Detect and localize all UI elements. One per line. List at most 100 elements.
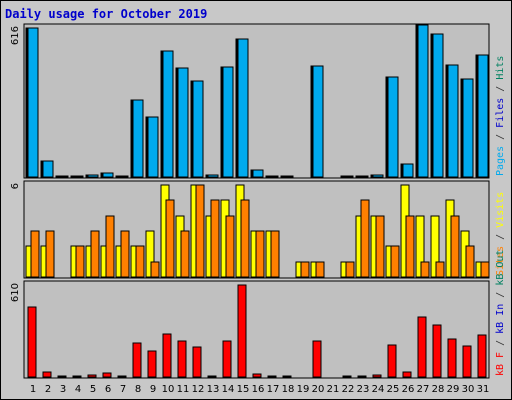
bar-kbytes-kb-f-day14: [222, 340, 232, 378]
bar-visits-sites-day7: [120, 230, 130, 278]
legend-entry: Sites: [495, 246, 506, 276]
bar-kbytes-kb-f-day15: [237, 284, 247, 378]
legend-entry: /: [495, 128, 506, 146]
bar-hits-pages-day22: [342, 175, 354, 178]
bar-kbytes-kb-f-day10: [162, 333, 172, 378]
bar-hits-pages-day9: [147, 116, 159, 178]
bar-visits-visits-day28: [430, 215, 440, 278]
bar-kbytes-kb-f-day26: [402, 371, 412, 378]
x-tick-day-12: 12: [192, 384, 205, 395]
legend-entry: kB In: [495, 304, 506, 334]
legend-entry: kB F: [495, 352, 506, 376]
bar-visits-sites-day4: [75, 245, 85, 278]
bar-kbytes-kb-f-day24: [372, 374, 382, 378]
bar-hits-pages-day15: [237, 38, 249, 178]
x-tick-day-19: 19: [297, 384, 310, 395]
bar-kbytes-kb-f-day25: [387, 344, 397, 378]
bar-hits-pages-day28: [432, 33, 444, 178]
x-tick-day-5: 5: [90, 384, 96, 395]
bar-hits-pages-day29: [447, 64, 459, 178]
bar-visits-sites-day31: [480, 261, 490, 278]
bar-kbytes-kb-f-day7: [117, 375, 127, 378]
bar-visits-sites-day20: [315, 261, 325, 278]
bar-visits-sites-day12: [195, 184, 205, 278]
legend-entry: /: [495, 286, 506, 304]
bar-hits-pages-day20: [312, 65, 324, 178]
bar-visits-sites-day24: [375, 215, 385, 278]
bar-kbytes-kb-f-day22: [342, 375, 352, 378]
bar-kbytes-kb-f-day18: [282, 375, 292, 378]
x-tick-day-8: 8: [135, 384, 141, 395]
panel-hits: [23, 23, 490, 179]
legend-entry: Pages: [495, 146, 506, 176]
bar-hits-pages-day8: [132, 99, 144, 178]
legend-entry: /: [495, 80, 506, 98]
x-tick-day-31: 31: [477, 384, 490, 395]
bar-hits-pages-day12: [192, 80, 204, 178]
bar-visits-sites-day13: [210, 199, 220, 278]
x-tick-day-9: 9: [150, 384, 156, 395]
x-tick-day-16: 16: [252, 384, 265, 395]
bar-kbytes-kb-f-day30: [462, 345, 472, 378]
bar-hits-pages-day31: [477, 54, 489, 178]
legend-entry: /: [495, 334, 506, 352]
ymax-label-kbytes: 610: [10, 283, 21, 302]
bar-kbytes-kb-f-day17: [267, 375, 277, 378]
bar-kbytes-kb-f-day9: [147, 350, 157, 378]
bar-hits-pages-day11: [177, 67, 189, 178]
legend-entry: Hits: [495, 56, 506, 80]
x-tick-day-24: 24: [372, 384, 385, 395]
x-tick-day-23: 23: [357, 384, 370, 395]
legend-entry: /: [495, 228, 506, 246]
bar-hits-pages-day7: [117, 175, 129, 178]
bar-visits-sites-day5: [90, 230, 100, 278]
legend-entry: kB Out: [495, 250, 506, 286]
bar-kbytes-kb-f-day2: [42, 371, 52, 378]
x-tick-day-13: 13: [207, 384, 220, 395]
bar-hits-pages-day17: [267, 175, 279, 178]
x-tick-day-25: 25: [387, 384, 400, 395]
bar-kbytes-kb-f-day29: [447, 338, 457, 378]
bar-kbytes-kb-f-day12: [192, 346, 202, 378]
bar-hits-pages-day30: [462, 78, 474, 178]
bar-visits-sites-day8: [135, 245, 145, 278]
x-tick-day-28: 28: [432, 384, 445, 395]
bar-hits-pages-day5: [87, 174, 99, 178]
bar-visits-sites-day9: [150, 261, 160, 278]
bar-visits-sites-day26: [405, 215, 415, 278]
x-tick-day-27: 27: [417, 384, 430, 395]
bar-hits-pages-day10: [162, 50, 174, 178]
bar-visits-sites-day30: [465, 245, 475, 278]
x-tick-day-22: 22: [342, 384, 355, 395]
x-tick-day-21: 21: [327, 384, 340, 395]
ymax-label-hits: 616: [10, 26, 21, 45]
legend-hits: Pages / Files / Hits: [495, 56, 506, 176]
x-tick-day-7: 7: [120, 384, 126, 395]
x-tick-day-1: 1: [30, 384, 36, 395]
bar-visits-sites-day2: [45, 230, 55, 278]
x-tick-day-29: 29: [447, 384, 460, 395]
legend-visits: Sites / Visits: [495, 192, 506, 276]
bar-visits-sites-day1: [30, 230, 40, 278]
x-tick-day-6: 6: [105, 384, 111, 395]
bar-kbytes-kb-f-day27: [417, 316, 427, 378]
bar-visits-sites-day25: [390, 245, 400, 278]
x-tick-day-26: 26: [402, 384, 415, 395]
bar-visits-sites-day16: [255, 230, 265, 278]
bar-visits-sites-day14: [225, 215, 235, 278]
bar-visits-sites-day15: [240, 199, 250, 278]
x-tick-day-11: 11: [177, 384, 190, 395]
bar-kbytes-kb-f-day8: [132, 342, 142, 378]
bar-visits-sites-day11: [180, 230, 190, 278]
bar-hits-pages-day18: [282, 175, 294, 178]
bar-kbytes-kb-f-day13: [207, 375, 217, 378]
panel-kbytes: [23, 280, 490, 379]
bar-kbytes-kb-f-day31: [477, 334, 487, 378]
x-tick-day-17: 17: [267, 384, 280, 395]
bar-kbytes-kb-f-day6: [102, 372, 112, 378]
bar-visits-sites-day10: [165, 199, 175, 278]
x-tick-day-20: 20: [312, 384, 325, 395]
x-tick-day-15: 15: [237, 384, 250, 395]
bar-visits-sites-day6: [105, 215, 115, 278]
